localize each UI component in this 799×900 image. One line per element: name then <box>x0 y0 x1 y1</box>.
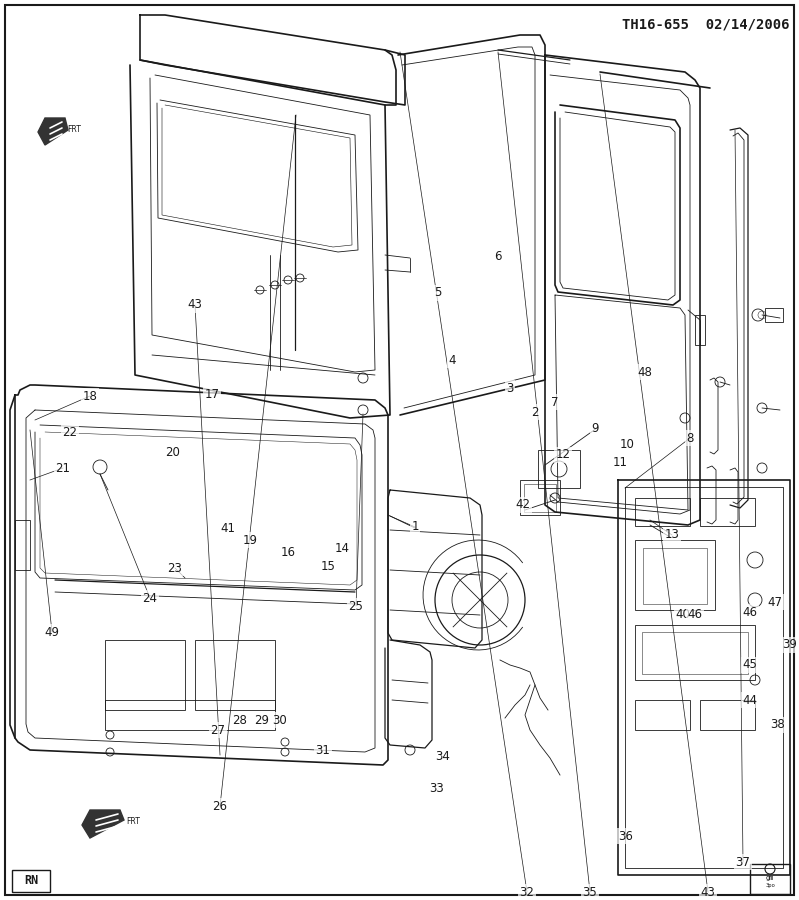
Bar <box>195 640 275 710</box>
Text: FRT: FRT <box>67 125 81 134</box>
Text: 28: 28 <box>233 714 248 726</box>
Bar <box>635 498 690 526</box>
Text: 37: 37 <box>736 856 750 868</box>
Text: 14: 14 <box>335 542 349 554</box>
Bar <box>538 450 580 488</box>
Text: 9: 9 <box>591 421 598 435</box>
Text: 38: 38 <box>770 718 785 732</box>
Text: 47: 47 <box>768 596 782 608</box>
Bar <box>695 315 705 345</box>
Bar <box>700 700 755 730</box>
Text: 16: 16 <box>280 545 296 559</box>
Text: 2: 2 <box>531 406 539 419</box>
Text: 15: 15 <box>320 560 336 572</box>
Text: RN: RN <box>24 875 38 887</box>
Text: 6: 6 <box>495 250 502 264</box>
Text: TH16-655  02/14/2006: TH16-655 02/14/2006 <box>622 18 790 32</box>
Bar <box>765 308 783 322</box>
Text: 42: 42 <box>515 499 531 511</box>
Text: 17: 17 <box>205 389 220 401</box>
Bar <box>635 625 755 680</box>
Text: 49: 49 <box>45 626 59 638</box>
Text: 46: 46 <box>687 608 702 622</box>
Text: 1: 1 <box>411 520 419 534</box>
Text: 12: 12 <box>555 448 570 462</box>
Text: 23: 23 <box>168 562 182 574</box>
Text: 27: 27 <box>210 724 225 736</box>
Text: 21: 21 <box>55 462 70 474</box>
Bar <box>520 480 560 515</box>
Text: 3po: 3po <box>765 884 775 888</box>
Text: 46: 46 <box>742 606 757 618</box>
Bar <box>524 484 556 512</box>
Bar <box>105 640 185 710</box>
Text: 44: 44 <box>742 694 757 706</box>
Text: 40: 40 <box>676 608 690 622</box>
Polygon shape <box>38 118 68 145</box>
Bar <box>635 540 715 610</box>
Polygon shape <box>82 810 124 838</box>
Text: 3: 3 <box>507 382 514 394</box>
Text: 36: 36 <box>618 830 634 842</box>
Text: 43: 43 <box>188 299 202 311</box>
Bar <box>15 520 30 570</box>
Text: 32: 32 <box>519 886 535 898</box>
Text: FRT: FRT <box>126 817 140 826</box>
Text: 7: 7 <box>551 395 559 409</box>
Text: 18: 18 <box>82 390 97 402</box>
Text: 22: 22 <box>62 426 78 438</box>
Text: gm: gm <box>765 875 774 881</box>
Text: 45: 45 <box>742 659 757 671</box>
Text: 4: 4 <box>448 354 455 366</box>
Text: 13: 13 <box>665 528 679 542</box>
Text: 10: 10 <box>619 438 634 452</box>
Bar <box>105 700 275 730</box>
Text: 11: 11 <box>613 455 627 469</box>
Text: 43: 43 <box>701 886 715 898</box>
Text: 31: 31 <box>316 743 331 757</box>
Text: 19: 19 <box>243 534 257 546</box>
Text: 8: 8 <box>686 431 694 445</box>
Text: 29: 29 <box>255 714 269 726</box>
Text: 25: 25 <box>348 599 364 613</box>
Text: 20: 20 <box>165 446 181 460</box>
Text: 26: 26 <box>213 799 228 813</box>
Bar <box>12 870 50 892</box>
Text: 34: 34 <box>435 750 451 762</box>
Text: 30: 30 <box>272 714 288 726</box>
Text: 35: 35 <box>582 886 598 898</box>
Bar <box>642 632 748 674</box>
Text: 39: 39 <box>782 638 797 652</box>
Text: 41: 41 <box>221 521 236 535</box>
Bar <box>750 864 790 894</box>
Text: 48: 48 <box>638 365 653 379</box>
Text: 24: 24 <box>142 591 157 605</box>
Text: 5: 5 <box>435 286 442 300</box>
Bar <box>700 498 755 526</box>
Bar <box>643 548 707 604</box>
Bar <box>635 700 690 730</box>
Text: 33: 33 <box>430 781 444 795</box>
